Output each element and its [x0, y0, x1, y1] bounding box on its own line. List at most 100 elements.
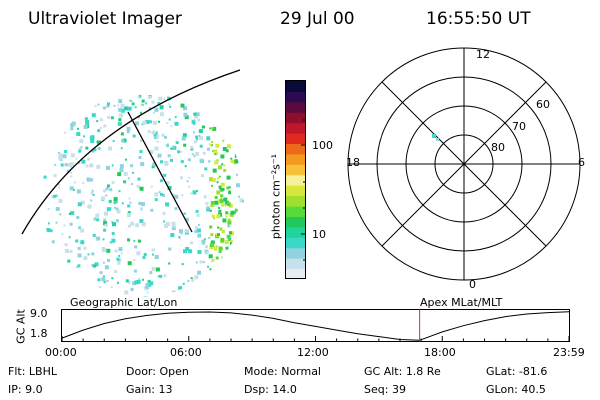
emission-pixel	[165, 144, 169, 148]
emission-pixel	[168, 118, 171, 121]
emission-pixel	[69, 222, 73, 226]
emission-pixel	[223, 197, 228, 202]
emission-pixel	[230, 157, 233, 160]
emission-pixel	[230, 210, 235, 215]
emission-pixel	[230, 159, 234, 163]
emission-pixel	[158, 120, 160, 123]
emission-pixel	[169, 105, 172, 108]
emission-pixel	[190, 277, 193, 280]
emission-pixel	[197, 118, 201, 122]
alt-x-tick-6: 06:00	[170, 346, 202, 359]
emission-pixel	[102, 248, 106, 253]
emission-pixel	[143, 296, 148, 297]
polar-lat-label-60: 60	[536, 98, 550, 111]
emission-pixel	[106, 165, 110, 170]
emission-pixel	[211, 259, 215, 262]
emission-pixel	[107, 184, 110, 188]
emission-pixel	[151, 165, 155, 169]
emission-pixel	[225, 215, 228, 218]
emission-pixel	[70, 162, 75, 167]
emission-pixel	[64, 248, 69, 253]
emission-pixel	[226, 234, 231, 239]
emission-pixel	[67, 162, 72, 167]
emission-pixel	[184, 228, 189, 233]
emission-pixel	[130, 100, 133, 102]
emission-pixel	[203, 195, 207, 199]
emission-pixel	[163, 220, 166, 223]
emission-pixel	[216, 190, 221, 195]
header-time: 16:55:50 UT	[426, 9, 531, 29]
emission-pixel	[140, 139, 143, 142]
emission-pixel	[170, 158, 173, 162]
colorbar-cell	[286, 237, 305, 249]
emission-pixel	[179, 237, 181, 240]
emission-pixel	[57, 151, 60, 154]
colorbar-tick-label-100: 100	[312, 139, 333, 152]
emission-pixel	[211, 184, 213, 187]
emission-pixel	[111, 164, 114, 167]
emission-pixel	[134, 280, 139, 285]
emission-pixel	[159, 105, 164, 110]
emission-pixel	[69, 249, 73, 253]
emission-pixel	[123, 106, 128, 111]
polar-lat-label-80: 80	[491, 141, 505, 154]
emission-pixel	[227, 224, 231, 228]
emission-pixel	[80, 200, 85, 205]
emission-pixel	[191, 119, 196, 124]
emission-pixel	[218, 185, 222, 189]
param-dsp: Dsp: 14.0	[244, 383, 297, 396]
emission-pixel	[103, 189, 107, 193]
emission-pixel	[201, 125, 205, 129]
emission-pixel	[93, 264, 96, 268]
emission-pixel	[195, 209, 199, 213]
emission-pixel	[130, 221, 135, 226]
emission-pixel	[51, 195, 55, 199]
emission-pixel	[102, 238, 105, 241]
emission-pixel	[90, 139, 95, 143]
emission-pixel	[227, 213, 230, 215]
emission-pixel	[115, 207, 119, 211]
emission-pixel	[165, 181, 170, 186]
emission-pixel	[87, 204, 92, 209]
alt-y-tick-9: 9.0	[30, 307, 48, 320]
emission-pixel	[188, 249, 193, 254]
colorbar-cell	[286, 153, 305, 165]
emission-pixel	[90, 191, 94, 195]
emission-pixel	[96, 141, 98, 143]
emission-pixel	[70, 127, 74, 131]
emission-pixel	[158, 191, 161, 194]
emission-pixel	[174, 194, 179, 199]
emission-pixel	[211, 178, 216, 183]
polar-data-pixel	[432, 134, 436, 138]
emission-pixel	[227, 144, 231, 149]
emission-pixel	[152, 120, 157, 125]
emission-pixel	[211, 141, 214, 143]
emission-pixel	[70, 166, 73, 169]
emission-pixel	[234, 211, 237, 214]
emission-pixel	[139, 219, 144, 224]
emission-pixel	[97, 129, 101, 133]
emission-pixel	[101, 196, 105, 201]
emission-pixel	[120, 108, 125, 113]
emission-pixel	[73, 181, 76, 184]
emission-pixel	[220, 182, 225, 187]
emission-pixel	[193, 123, 196, 126]
emission-pixel	[91, 189, 94, 192]
emission-pixel	[138, 277, 141, 280]
emission-pixel	[127, 261, 132, 266]
emission-pixel	[194, 140, 198, 144]
emission-pixel	[149, 149, 154, 154]
emission-pixel	[214, 247, 218, 251]
emission-pixel	[167, 154, 171, 158]
emission-pixel	[202, 151, 206, 155]
emission-pixel	[75, 157, 78, 160]
emission-pixel	[199, 144, 203, 148]
emission-pixel	[213, 246, 216, 249]
emission-pixel	[137, 116, 140, 119]
emission-pixel	[83, 124, 88, 129]
emission-pixel	[92, 193, 95, 196]
emission-pixel	[197, 223, 200, 226]
emission-pixel	[213, 205, 216, 208]
emission-pixel	[190, 192, 192, 195]
emission-pixel	[154, 255, 159, 259]
